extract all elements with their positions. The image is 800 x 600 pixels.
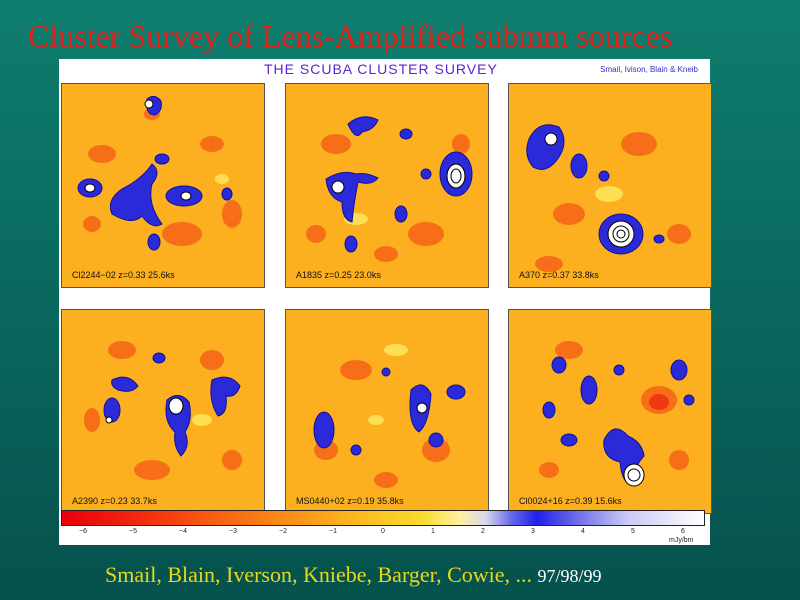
panel-label: A2390 z=0.23 33.7ks	[72, 496, 157, 506]
colorbar-tick-label: 2	[481, 528, 485, 535]
flux-map	[526, 124, 691, 272]
colorbar-tick-label: 1	[431, 528, 435, 535]
panel-label: Cl0024+16 z=0.39 15.6ks	[519, 496, 622, 506]
flux-map	[313, 344, 466, 488]
colorbar-tick-label: −1	[329, 528, 337, 535]
map-panel-a2390: A2390 z=0.23 33.7ks	[61, 309, 265, 514]
footer-years: 97/98/99	[537, 566, 602, 586]
figure-authors: Smail, Ivison, Blain & Kneib	[600, 65, 698, 74]
flux-map	[539, 341, 695, 487]
colorbar-tick-label: −2	[279, 528, 287, 535]
colorbar-tick-label: −6	[79, 528, 87, 535]
map-panel-a370: A370 z=0.37 33.8ks	[508, 83, 712, 288]
colorbar-tick-label: 6	[681, 528, 685, 535]
map-panel-cl2244: Cl2244−02 z=0.33 25.6ks	[61, 83, 265, 288]
survey-figure: THE SCUBA CLUSTER SURVEY Smail, Ivison, …	[59, 59, 712, 545]
map-panel-cl0024: Cl0024+16 z=0.39 15.6ks	[508, 309, 712, 514]
footer-authors: Smail, Blain, Iverson, Kniebe, Barger, C…	[105, 562, 533, 587]
colorbar-tick-label: −3	[229, 528, 237, 535]
panel-label: Cl2244−02 z=0.33 25.6ks	[72, 270, 175, 280]
panel-label: MS0440+02 z=0.19 35.8ks	[296, 496, 404, 506]
flux-map	[77, 95, 242, 251]
figure-header: THE SCUBA CLUSTER SURVEY	[264, 61, 498, 77]
slide-title: Cluster Survey of Lens-Amplified submm s…	[28, 18, 673, 54]
colorbar-tick-label: 5	[631, 528, 635, 535]
flux-map	[306, 116, 473, 262]
panel-label: A370 z=0.37 33.8ks	[519, 270, 599, 280]
colorbar-unit: mJy/bm	[669, 537, 694, 544]
colorbar-tick-label: 3	[531, 528, 535, 535]
colorbar-tick-label: −5	[129, 528, 137, 535]
map-panel-ms0440: MS0440+02 z=0.19 35.8ks	[285, 309, 489, 514]
colorbar-tick-label: −4	[179, 528, 187, 535]
colorbar-tick-label: 0	[381, 528, 385, 535]
panel-label: A1835 z=0.25 23.0ks	[296, 270, 381, 280]
colorbar-tick-label: 4	[581, 528, 585, 535]
footer-credits: Smail, Blain, Iverson, Kniebe, Barger, C…	[105, 562, 602, 588]
colorbar	[61, 510, 705, 526]
flux-map	[84, 341, 242, 480]
map-panel-a1835: A1835 z=0.25 23.0ks	[285, 83, 489, 288]
